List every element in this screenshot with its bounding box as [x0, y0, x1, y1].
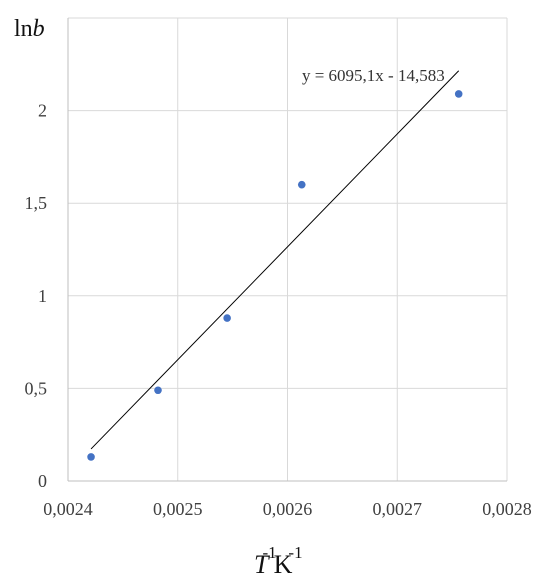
x-tick-label: 0,0025	[153, 499, 203, 519]
y-axis-label-prefix: ln	[14, 16, 33, 42]
y-tick-label: 2	[38, 101, 47, 121]
trendline-equation: y = 6095,1x - 14,583	[302, 66, 445, 85]
data-point	[454, 90, 463, 98]
trendline	[90, 70, 460, 450]
data-point	[223, 314, 231, 322]
y-tick-labels: 0 0,5 1 1,5 2	[25, 101, 48, 491]
y-tick-label: 1	[38, 286, 47, 306]
y-tick-label: 1,5	[25, 193, 48, 213]
data-points	[87, 90, 463, 461]
x-axis-label-var: T	[254, 550, 270, 579]
x-tick-label: 0,0026	[263, 499, 313, 519]
x-tick-labels: 0,0024 0,0025 0,0026 0,0027 0,0028	[43, 499, 532, 519]
axes	[67, 18, 507, 482]
y-tick-label: 0,5	[25, 378, 48, 398]
data-point	[297, 180, 306, 189]
data-point	[154, 386, 162, 395]
x-axis-label-unit: K	[274, 550, 293, 579]
y-axis-label-var: b	[33, 16, 45, 42]
x-axis-label-unit-exp: -1	[288, 543, 302, 562]
trendline-group	[90, 70, 460, 450]
x-tick-label: 0,0024	[43, 499, 93, 519]
x-tick-label: 0,0028	[482, 499, 532, 519]
y-axis-label: lnb	[14, 16, 45, 42]
y-tick-label: 0	[38, 471, 47, 491]
x-axis-label-exp: -1	[262, 543, 276, 562]
x-tick-label: 0,0027	[373, 499, 423, 519]
gridlines	[68, 17, 508, 481]
data-point	[87, 453, 95, 461]
x-axis-label: T-1K-1	[254, 543, 303, 579]
